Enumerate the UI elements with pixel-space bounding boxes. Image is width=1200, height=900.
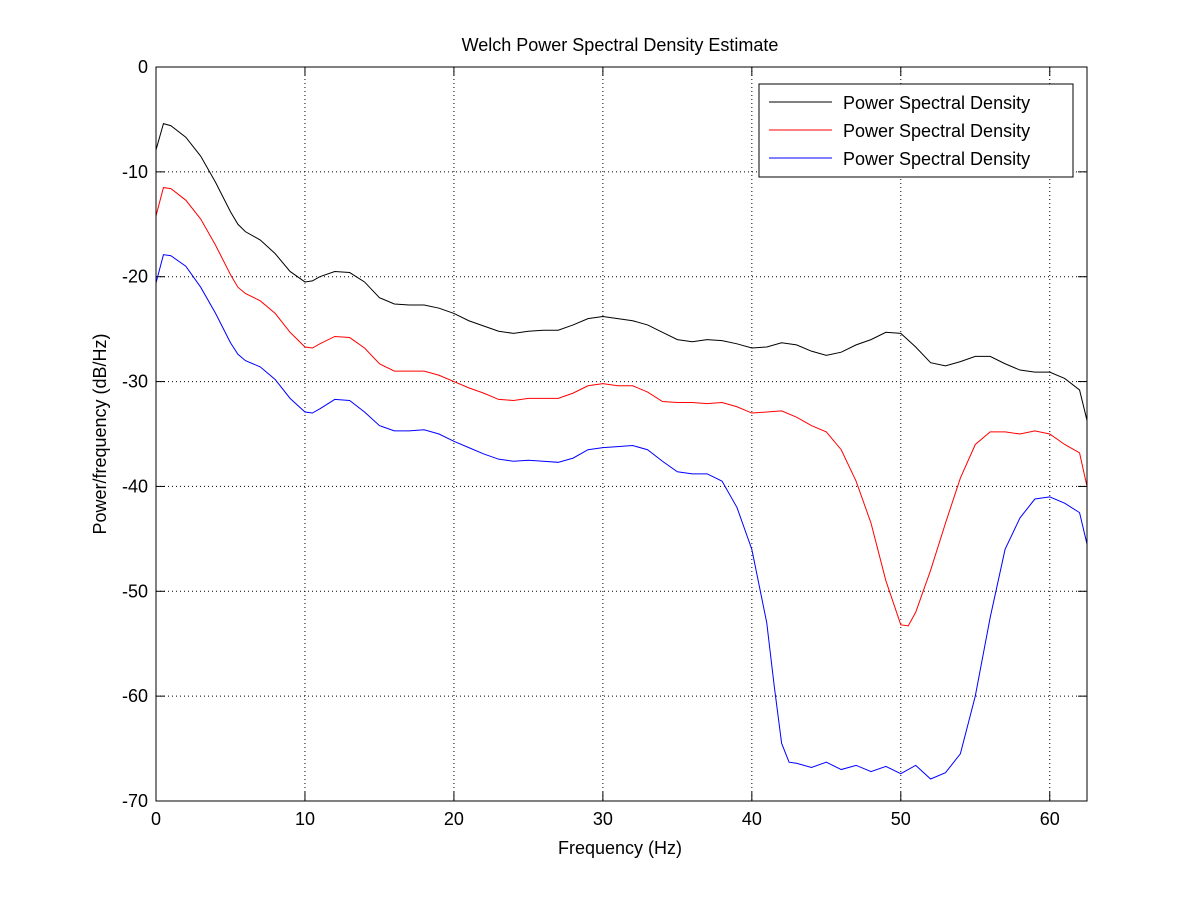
y-tick-label: -10 — [122, 162, 148, 182]
series-line — [156, 187, 1087, 627]
y-tick-label: -60 — [122, 686, 148, 706]
y-tick-label: -50 — [122, 581, 148, 601]
legend-label: Power Spectral Density — [843, 149, 1030, 169]
series-line — [156, 254, 1087, 780]
x-tick-label: 0 — [151, 809, 161, 829]
x-tick-label: 20 — [444, 809, 464, 829]
y-tick-label: -30 — [122, 372, 148, 392]
x-tick-label: 40 — [742, 809, 762, 829]
x-tick-label: 50 — [891, 809, 911, 829]
y-tick-label: -20 — [122, 267, 148, 287]
plot-frame — [155, 66, 1088, 802]
y-axis-label: Power/frequency (dB/Hz) — [90, 333, 110, 534]
x-tick-label: 30 — [593, 809, 613, 829]
y-tick-label: -70 — [122, 791, 148, 811]
x-tick-label: 10 — [295, 809, 315, 829]
x-axis-label: Frequency (Hz) — [558, 838, 682, 858]
x-tick-label: 60 — [1040, 809, 1060, 829]
legend-label: Power Spectral Density — [843, 121, 1030, 141]
legend-label: Power Spectral Density — [843, 93, 1030, 113]
y-tick-label: -40 — [122, 476, 148, 496]
series-line — [156, 123, 1087, 421]
y-tick-label: 0 — [138, 57, 148, 77]
chart-title: Welch Power Spectral Density Estimate — [462, 35, 779, 55]
